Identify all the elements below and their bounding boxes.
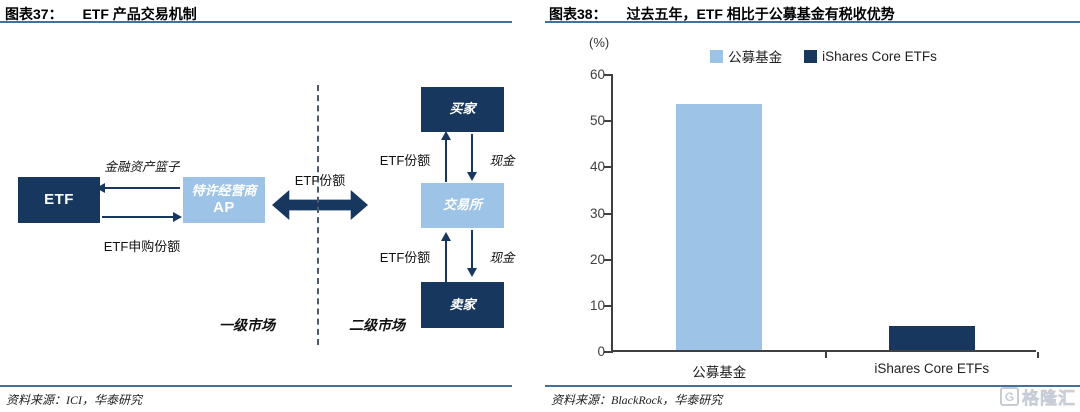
etf-to-ap-arrowhead-icon — [173, 212, 182, 222]
exchange-to-buyer-arrowhead-icon — [441, 131, 451, 140]
y-tick-label-40: 40 — [589, 159, 605, 175]
y-tick-label-50: 50 — [589, 113, 605, 129]
ap-box: 特许经营商 AP — [183, 177, 265, 223]
buyer-to-exchange-arrowhead-icon — [467, 172, 477, 181]
gelonghui-watermark: G 格隆汇 — [1000, 384, 1076, 409]
exchange-box: 交易所 — [421, 183, 504, 228]
gelonghui-logo-icon: G — [1000, 387, 1019, 406]
cash-bottom-label: 现金 — [489, 251, 515, 265]
legend-item-1: iShares Core ETFs — [804, 49, 937, 64]
market-divider-dashed-line — [317, 85, 319, 345]
exchange-box-label: 交易所 — [442, 197, 482, 213]
ap-to-etf-arrow-line — [104, 187, 180, 189]
basket-label: 金融资产篮子 — [104, 160, 180, 174]
etf-shares-mid-label: ETF份额 — [294, 173, 346, 188]
figure-38-source-rule — [545, 385, 1080, 387]
y-tick-label-60: 60 — [589, 67, 605, 82]
x-category-label-公募基金: 公募基金 — [692, 365, 747, 380]
bar-chart-plot-area: 0 10 20 30 40 50 60 公募基金 iShares Core ETFs — [590, 67, 1039, 380]
seller-to-exchange-arrowhead-icon — [441, 232, 451, 241]
figure-37-title: 图表37： ETF 产品交易机制 — [5, 4, 197, 24]
y-tick-mark-0 — [604, 351, 613, 353]
y-tick-mark-60 — [604, 74, 613, 76]
exchange-to-seller-arrow-line — [471, 230, 473, 270]
seller-to-exchange-arrow-line — [445, 240, 447, 282]
y-tick-label-30: 30 — [589, 205, 605, 221]
y-tick-mark-30 — [604, 212, 613, 215]
etf-shares-bottom-label: ETF份额 — [379, 250, 431, 265]
etf-box: ETF — [18, 177, 100, 223]
ap-box-label-ap: AP — [213, 198, 235, 216]
etf-shares-top-label: ETF份额 — [379, 153, 431, 168]
y-tick-mark-50 — [604, 120, 613, 123]
ap-box-label-cn: 特许经营商 — [191, 182, 257, 198]
y-tick-label-10: 10 — [589, 297, 605, 313]
etf-to-ap-arrow-line — [102, 216, 176, 218]
figure-38-title: 图表38： 过去五年，ETF 相比于公募基金有税收优势 — [549, 4, 895, 24]
x-axis-tick-mark — [824, 352, 827, 358]
legend-item-0: 公募基金 — [710, 46, 782, 66]
x-category-label-iShares Core ETFs: iShares Core ETFs — [874, 361, 990, 376]
etf-box-label: ETF — [44, 190, 74, 208]
bar-公募基金 — [676, 103, 763, 350]
legend-swatch-icon — [804, 49, 818, 63]
figure-37-title-rule — [0, 21, 512, 23]
figure-38-caption: 过去五年，ETF 相比于公募基金有税收优势 — [626, 6, 895, 22]
buyer-box: 买家 — [421, 87, 504, 132]
figure-38-number: 图表38： — [549, 6, 607, 22]
bar-iShares Core ETFs — [888, 326, 975, 350]
x-axis-tick-mark — [1037, 352, 1039, 358]
seller-box: 卖家 — [421, 282, 504, 328]
gelonghui-watermark-text: 格隆汇 — [1022, 389, 1076, 409]
figure-37-caption: ETF 产品交易机制 — [82, 6, 197, 22]
buyer-to-exchange-arrow-line — [471, 134, 473, 174]
cash-top-label: 现金 — [489, 154, 515, 168]
y-tick-label-20: 20 — [589, 251, 605, 267]
buyer-box-label: 买家 — [449, 101, 476, 117]
primary-secondary-double-arrow-icon — [272, 190, 368, 220]
figure-37-source-rule — [0, 385, 512, 387]
secondary-market-label: 二级市场 — [349, 319, 405, 334]
y-tick-mark-20 — [604, 258, 613, 261]
subscription-label: ETF申购份额 — [103, 239, 181, 254]
seller-box-label: 卖家 — [449, 296, 476, 312]
ap-to-etf-arrowhead-icon — [96, 183, 105, 193]
y-tick-mark-10 — [604, 304, 613, 307]
chart-legend: 公募基金 iShares Core ETFs — [611, 46, 1036, 66]
legend-label: 公募基金 — [728, 50, 783, 65]
y-tick-label-0: 0 — [597, 344, 605, 359]
primary-market-label: 一级市场 — [219, 319, 275, 334]
y-tick-mark-40 — [604, 166, 613, 169]
legend-label: iShares Core ETFs — [822, 48, 937, 64]
legend-swatch-icon — [710, 49, 724, 63]
exchange-to-seller-arrowhead-icon — [467, 268, 477, 277]
y-axis-unit-label: (%) — [589, 35, 610, 50]
figure-38-title-rule — [545, 21, 1080, 23]
figure-37-source: 资料来源：ICI，华泰研究 — [6, 393, 142, 407]
figure-38-source: 资料来源：BlackRock，华泰研究 — [551, 393, 723, 407]
figure-37-number: 图表37： — [5, 6, 63, 22]
exchange-to-buyer-arrow-line — [445, 139, 447, 182]
